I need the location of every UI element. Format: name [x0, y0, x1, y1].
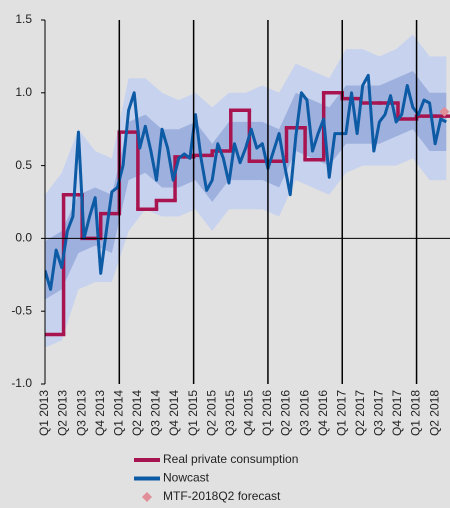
x-tick-label: Q2 2016: [279, 390, 293, 436]
x-tick-label: Q1 2016: [260, 390, 274, 436]
x-tick-label: Q3 2015: [223, 390, 237, 436]
x-tick-label: Q1 2013: [37, 390, 51, 436]
x-tick-label: Q4 2015: [242, 390, 256, 436]
legend-label: MTF-2018Q2 forecast: [163, 489, 281, 503]
x-tick-label: Q3 2017: [372, 390, 386, 436]
y-tick-label: -1.0: [11, 376, 32, 390]
x-tick-label: Q4 2014: [167, 390, 181, 436]
y-tick-label: 1.5: [15, 12, 32, 26]
nowcast-line: [45, 73, 447, 291]
x-tick-label: Q1 2017: [334, 390, 348, 436]
x-tick-label: Q1 2014: [111, 390, 125, 436]
y-tick-label: 0.5: [15, 158, 32, 172]
x-tick-label: Q2 2013: [56, 390, 70, 436]
y-tick-label: 1.0: [15, 85, 32, 99]
x-tick-label: Q3 2013: [74, 390, 88, 436]
x-tick-label: Q1 2018: [409, 390, 423, 436]
x-tick-label: Q1 2015: [186, 390, 200, 436]
x-tick-label: Q3 2016: [297, 390, 311, 436]
legend-symbol: [142, 492, 152, 502]
x-tick-label: Q3 2014: [149, 390, 163, 436]
x-tick-label: Q2 2015: [204, 390, 218, 436]
x-tick-label: Q4 2016: [316, 390, 330, 436]
x-tick-label: Q2 2014: [130, 390, 144, 436]
plot-area: [45, 34, 450, 348]
x-tick-label: Q2 2017: [353, 390, 367, 436]
forecast-marker: [439, 106, 450, 117]
uncertainty-band: [45, 34, 447, 348]
y-tick-label: -0.5: [11, 303, 32, 317]
x-tick-label: Q2 2018: [427, 390, 441, 436]
x-tick-label: Q4 2013: [93, 390, 107, 436]
legend-label: Nowcast: [163, 471, 210, 485]
legend-label: Real private consumption: [163, 452, 298, 466]
x-tick-label: Q4 2017: [390, 390, 404, 436]
y-tick-label: 0.0: [15, 231, 32, 245]
